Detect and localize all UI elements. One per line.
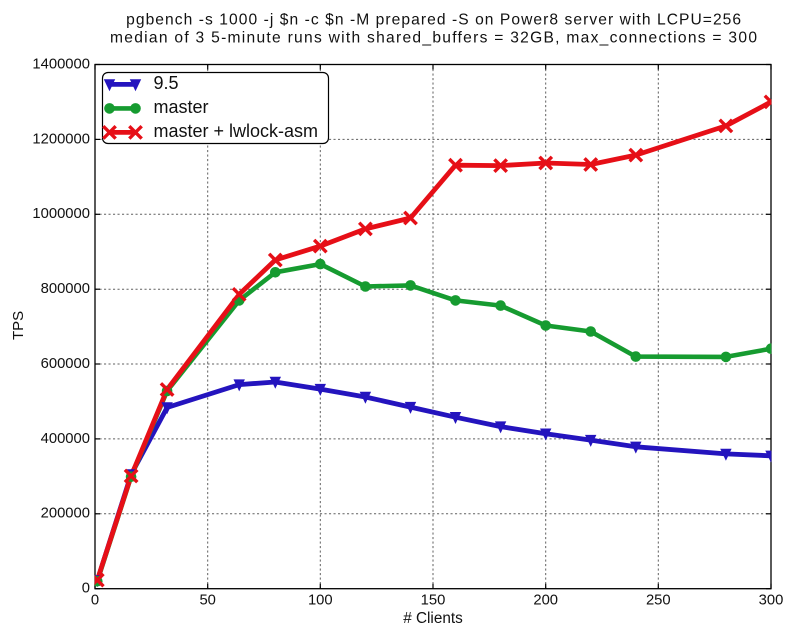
svg-text:200: 200 [533, 593, 558, 609]
svg-text:50: 50 [199, 593, 215, 609]
svg-text:200000: 200000 [41, 506, 90, 522]
svg-text:1200000: 1200000 [32, 131, 90, 147]
svg-text:TPS: TPS [10, 311, 27, 340]
svg-text:0: 0 [91, 593, 99, 609]
svg-text:300: 300 [759, 593, 784, 609]
svg-text:400000: 400000 [41, 431, 90, 447]
svg-text:9.5: 9.5 [154, 73, 179, 93]
svg-text:150: 150 [421, 593, 446, 609]
svg-text:800000: 800000 [41, 281, 90, 297]
svg-text:median of 3 5-minute runs with: median of 3 5-minute runs with shared_bu… [110, 30, 757, 47]
svg-text:250: 250 [646, 593, 671, 609]
svg-text:1400000: 1400000 [32, 56, 90, 72]
svg-text:0: 0 [82, 581, 90, 597]
svg-text:600000: 600000 [41, 356, 90, 372]
svg-text:# Clients: # Clients [403, 610, 463, 627]
svg-text:master + lwlock-asm: master + lwlock-asm [154, 121, 319, 141]
svg-text:pgbench -s 1000 -j $n -c $n -M: pgbench -s 1000 -j $n -c $n -M prepared … [126, 11, 741, 28]
svg-text:100: 100 [308, 593, 333, 609]
svg-text:1000000: 1000000 [32, 206, 90, 222]
svg-text:master: master [154, 97, 209, 117]
